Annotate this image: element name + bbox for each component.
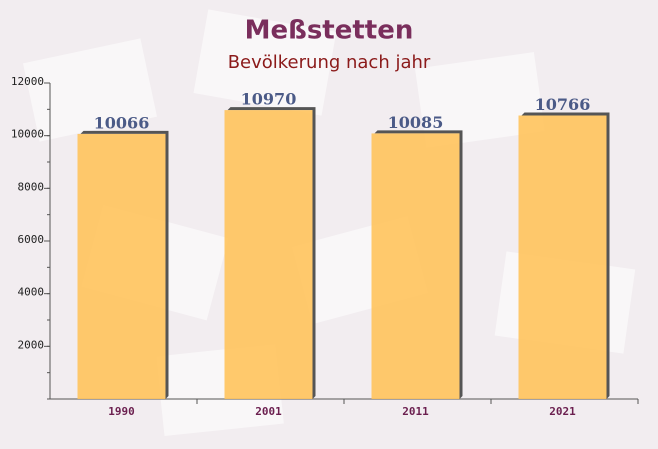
- bar: [77, 133, 166, 400]
- bar: [224, 110, 313, 399]
- bar: [518, 115, 607, 399]
- y-tick-label: 12000: [11, 75, 44, 88]
- x-tick-label: 1990: [108, 405, 135, 418]
- y-tick-label: 10000: [11, 128, 44, 141]
- value-label: 10970: [241, 90, 297, 109]
- y-tick-label: 8000: [18, 180, 45, 193]
- y-tick-label: 4000: [18, 286, 45, 299]
- y-tick-label: 2000: [18, 338, 45, 351]
- value-label: 10766: [535, 95, 591, 114]
- y-tick-label: 6000: [18, 233, 45, 246]
- bar: [371, 133, 460, 399]
- x-tick-label: 2011: [402, 405, 429, 418]
- x-tick-label: 2021: [549, 405, 576, 418]
- value-label: 10066: [94, 113, 150, 132]
- x-tick-label: 2001: [255, 405, 282, 418]
- value-label: 10085: [388, 113, 444, 132]
- chart-title: Meßstetten: [245, 16, 414, 46]
- chart-subtitle: Bevölkerung nach jahr: [228, 52, 431, 73]
